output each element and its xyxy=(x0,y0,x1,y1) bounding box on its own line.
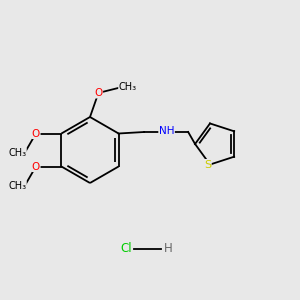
Text: O: O xyxy=(94,88,103,98)
Text: CH₃: CH₃ xyxy=(119,82,137,92)
Text: CH₃: CH₃ xyxy=(8,148,26,158)
Text: S: S xyxy=(204,160,211,170)
Text: H: H xyxy=(164,242,172,256)
Text: Cl: Cl xyxy=(120,242,132,256)
Text: O: O xyxy=(32,128,40,139)
Text: NH: NH xyxy=(159,126,174,136)
Text: O: O xyxy=(32,161,40,172)
Text: CH₃: CH₃ xyxy=(8,181,26,191)
